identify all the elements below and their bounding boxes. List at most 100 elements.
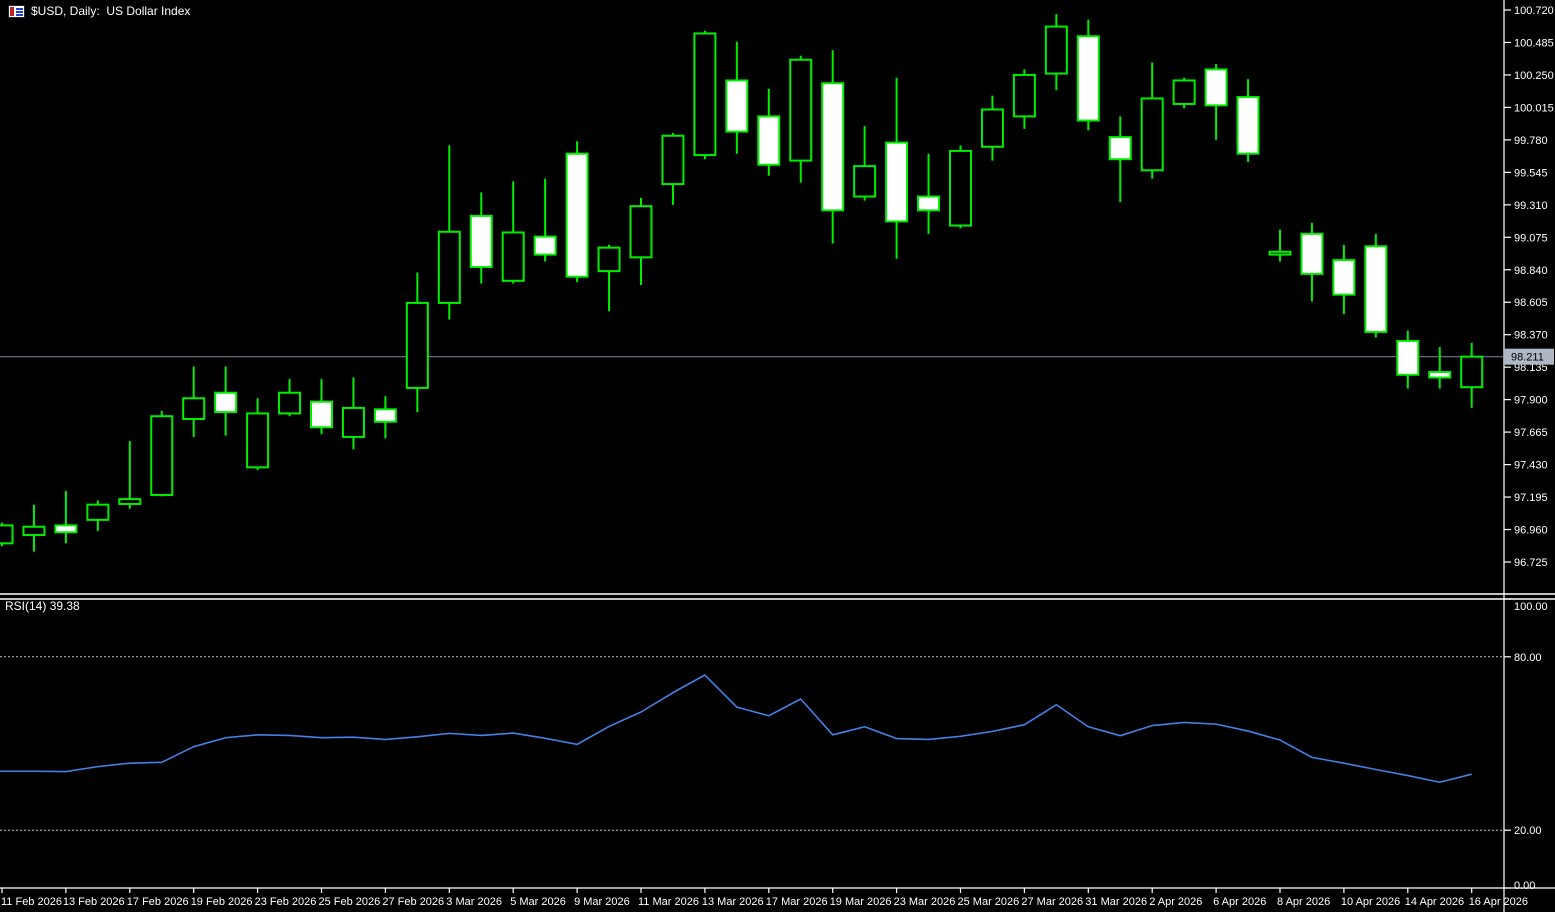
candle-body — [214, 391, 238, 414]
date-tick-label: 25 Mar 2026 — [958, 896, 1020, 908]
candle-body — [341, 406, 365, 438]
candle-body — [1460, 355, 1484, 389]
candle-body — [1172, 79, 1196, 105]
date-tick-label: 17 Feb 2026 — [127, 896, 189, 908]
candle-body — [1204, 68, 1228, 107]
price-tick-label: 98.135 — [1514, 362, 1548, 374]
date-tick-label: 9 Mar 2026 — [574, 896, 630, 908]
symbol-chart-icon — [8, 4, 25, 18]
price-tick-label: 96.725 — [1514, 557, 1548, 569]
candle-body — [1268, 250, 1292, 256]
price-tick-label: 99.545 — [1514, 167, 1548, 179]
price-tick-label: 97.665 — [1514, 427, 1548, 439]
candle-body — [629, 205, 653, 259]
candle-body — [246, 412, 270, 469]
candle-body — [821, 82, 845, 212]
candle-body — [533, 235, 557, 256]
candle-body — [949, 149, 972, 227]
date-tick-label: 6 Apr 2026 — [1213, 896, 1266, 908]
candle-body — [1428, 371, 1452, 379]
candle-body — [501, 231, 525, 282]
price-tick-label: 99.780 — [1514, 135, 1548, 147]
price-tick-label: 99.075 — [1514, 232, 1548, 244]
date-tick-label: 27 Feb 2026 — [382, 896, 444, 908]
candle-body — [789, 58, 813, 162]
date-tick-label: 23 Feb 2026 — [255, 896, 317, 908]
candle-body — [22, 525, 46, 537]
candle-body — [693, 32, 717, 157]
date-tick-label: 8 Apr 2026 — [1277, 896, 1330, 908]
candle-body — [853, 165, 877, 198]
date-tick-label: 14 Apr 2026 — [1405, 896, 1464, 908]
candle-body — [1108, 136, 1132, 161]
candle-body — [1044, 25, 1068, 75]
date-tick-label: 19 Mar 2026 — [830, 896, 892, 908]
candle-body — [725, 79, 749, 133]
candle-body — [118, 498, 142, 505]
date-tick-label: 13 Mar 2026 — [702, 896, 764, 908]
rsi-tick-label: 20.00 — [1514, 825, 1542, 837]
date-tick-label: 25 Feb 2026 — [319, 896, 381, 908]
date-tick-label: 5 Mar 2026 — [510, 896, 566, 908]
candle-body — [86, 503, 110, 521]
price-tick-label: 100.720 — [1514, 5, 1554, 17]
candle-body — [469, 214, 493, 268]
candle-body — [1396, 339, 1420, 376]
candle-body — [1300, 232, 1324, 275]
rsi-tick-label: 80.00 — [1514, 652, 1542, 664]
date-axis[interactable]: 11 Feb 2026 13 Feb 2026 17 Feb 2026 19 Feb … — [1, 888, 1528, 908]
price-tick-label: 97.900 — [1514, 395, 1548, 407]
candle-body — [1364, 245, 1388, 333]
rsi-indicator-label: RSI(14) 39.38 — [5, 599, 80, 613]
date-tick-label: 11 Mar 2026 — [638, 896, 699, 908]
date-tick-label: 16 Apr 2026 — [1469, 896, 1528, 908]
candle-body — [980, 108, 1004, 148]
date-tick-label: 19 Feb 2026 — [191, 896, 253, 908]
price-tick-label: 97.430 — [1514, 460, 1548, 472]
rsi-tick-label: 100.00 — [1514, 601, 1548, 613]
price-tick-label: 98.840 — [1514, 265, 1548, 277]
date-tick-label: 3 Mar 2026 — [446, 896, 502, 908]
price-tick-label: 99.310 — [1514, 200, 1548, 212]
candle-body — [54, 524, 78, 534]
candle-body — [1236, 96, 1260, 155]
candle-body — [373, 408, 397, 423]
candle-body — [182, 397, 206, 420]
current-price-badge — [1504, 348, 1554, 365]
date-tick-label: 17 Mar 2026 — [766, 896, 828, 908]
rsi-value: 39.38 — [49, 599, 80, 613]
date-tick-label: 11 Feb 2026 — [1, 896, 62, 908]
symbol-title: $USD, Daily: US Dollar Index — [31, 4, 191, 18]
candle-body — [1012, 73, 1036, 118]
candle-body — [661, 134, 685, 186]
date-tick-label: 27 Mar 2026 — [1021, 896, 1083, 908]
candle-body — [0, 524, 14, 545]
date-tick-label: 23 Mar 2026 — [894, 896, 956, 908]
rsi-line — [0, 674, 1472, 784]
date-tick-label: 31 Mar 2026 — [1085, 896, 1147, 908]
candle-body — [565, 152, 589, 278]
candle-body — [1076, 35, 1100, 122]
candle-body — [917, 195, 941, 212]
candle-body — [437, 230, 461, 304]
date-tick-label: 10 Apr 2026 — [1341, 896, 1400, 908]
rsi-name: RSI(14) — [5, 599, 47, 613]
candle-body — [150, 415, 174, 496]
candle-body — [310, 400, 333, 429]
price-tick-label: 96.960 — [1514, 525, 1548, 537]
candlestick-series — [0, 14, 1484, 552]
symbol-title-bar: $USD, Daily: US Dollar Index — [8, 4, 190, 18]
price-tick-label: 98.605 — [1514, 297, 1548, 309]
candle-body — [405, 301, 429, 389]
date-tick-label: 13 Feb 2026 — [63, 896, 125, 908]
price-tick-label: 97.195 — [1514, 492, 1548, 504]
candle-body — [1140, 97, 1164, 172]
price-tick-label: 100.250 — [1514, 70, 1554, 82]
candle-body — [278, 391, 302, 415]
price-tick-label: 98.370 — [1514, 330, 1548, 342]
price-axis[interactable]: 100.720 100.485 100.250 100.015 99.780 99.545… — [1504, 5, 1554, 569]
current-price-badge-label: 98.211 — [1511, 352, 1544, 364]
date-tick-label: 2 Apr 2026 — [1149, 896, 1202, 908]
